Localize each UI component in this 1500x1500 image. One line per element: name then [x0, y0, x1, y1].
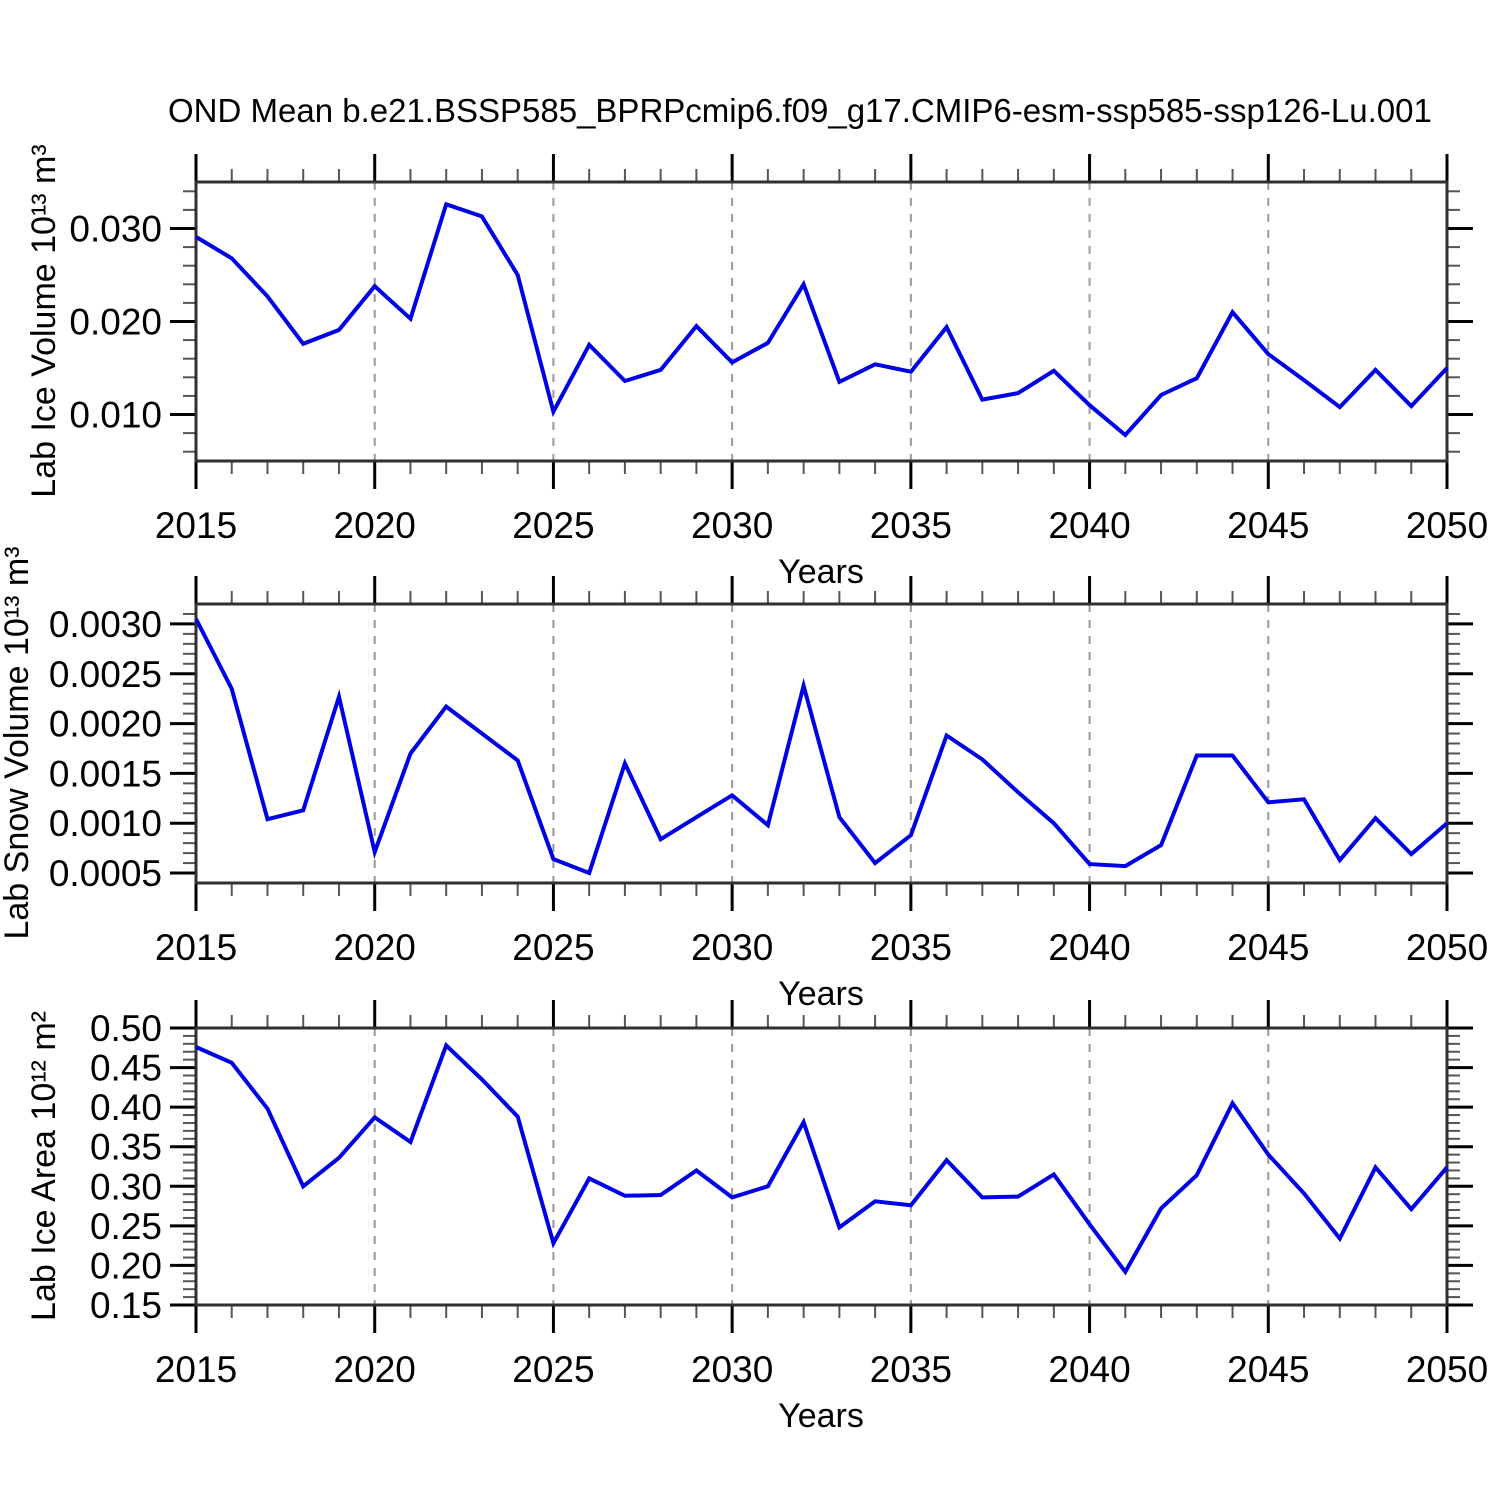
panels-group: 2015 2020 2025 2030 2035 2040 2045 2050 0.010 0.0…	[49, 154, 1488, 1390]
x-tick-label: 2015	[155, 927, 237, 968]
panel-1: 2015 2020 2025 2030 2035 2040 2045 2050 0.010 0.0…	[69, 154, 1488, 546]
x-tick-label: 2045	[1227, 927, 1309, 968]
x-tick-label: 2020	[334, 1349, 416, 1390]
chart-title: OND Mean b.e21.BSSP585_BPRPcmip6.f09_g17…	[168, 92, 1432, 129]
y-tick-label: 0.40	[90, 1087, 162, 1128]
panel-3: 2015 2020 2025 2030 2035 2040 2045 2050 0.150.20…	[90, 1000, 1488, 1390]
x-tick-label: 2030	[691, 927, 773, 968]
x-tick-label: 2020	[334, 505, 416, 546]
y-tick-label: 0.50	[90, 1008, 162, 1049]
x-tick-label: 2035	[870, 1349, 952, 1390]
y-tick-label: 0.15	[90, 1285, 162, 1326]
y-tick-label: 0.25	[90, 1206, 162, 1247]
data-line-series	[194, 201, 1449, 438]
panel3-x-axis-label: Years	[778, 1397, 864, 1435]
x-tick-label: 2015	[155, 505, 237, 546]
y-tick-label: 0.35	[90, 1127, 162, 1168]
y-tick-label: 0.010	[69, 395, 162, 436]
data-line-series	[195, 1041, 1449, 1276]
x-tick-label: 2030	[691, 505, 773, 546]
y-tick-label: 0.0005	[49, 853, 162, 894]
x-tick-label: 2045	[1227, 1349, 1309, 1390]
panel1-x-axis-label: Years	[778, 553, 864, 591]
x-tick-label: 2040	[1048, 1349, 1130, 1390]
x-tick-label: 2040	[1048, 927, 1130, 968]
x-tick-label: 2050	[1406, 505, 1488, 546]
y-tick-label: 0.0015	[49, 753, 162, 794]
x-tick-label: 2040	[1048, 505, 1130, 546]
y-tick-label: 0.30	[90, 1166, 162, 1207]
x-tick-label: 2050	[1406, 927, 1488, 968]
y-tick-label: 0.0020	[49, 704, 162, 745]
y-tick-label: 0.20	[90, 1245, 162, 1286]
panel3-y-axis-label: Lab Ice Area 10¹² m²	[25, 1011, 63, 1321]
x-tick-label: 2035	[870, 505, 952, 546]
data-line-series	[194, 617, 1449, 876]
x-tick-label: 2015	[155, 1349, 237, 1390]
x-tick-label: 2050	[1406, 1349, 1488, 1390]
plot-frame	[194, 180, 1449, 463]
x-tick-label: 2035	[870, 927, 952, 968]
y-tick-label: 0.0010	[49, 803, 162, 844]
x-tick-label: 2025	[512, 1349, 594, 1390]
y-tick-label: 0.030	[69, 209, 162, 250]
x-tick-label: 2030	[691, 1349, 773, 1390]
x-tick-label: 2045	[1227, 505, 1309, 546]
y-tick-label: 0.45	[90, 1048, 162, 1089]
panel2-y-axis-label: Lab Snow Volume 10¹³ m³	[0, 546, 36, 939]
plot-frame	[194, 1026, 1449, 1307]
plot-frame	[194, 602, 1449, 885]
y-tick-label: 0.0025	[49, 654, 162, 695]
x-tick-label: 2020	[334, 927, 416, 968]
panel2-x-axis-label: Years	[778, 975, 864, 1013]
panel-2: 2015 2020 2025 2030 2035 2040 2045 2050 0.0005 0.…	[49, 576, 1488, 968]
y-tick-label: 0.0030	[49, 604, 162, 645]
x-tick-label: 2025	[512, 505, 594, 546]
x-tick-label: 2025	[512, 927, 594, 968]
panel1-y-axis-label: Lab Ice Volume 10¹³ m³	[25, 144, 63, 497]
y-tick-label: 0.020	[69, 302, 162, 343]
